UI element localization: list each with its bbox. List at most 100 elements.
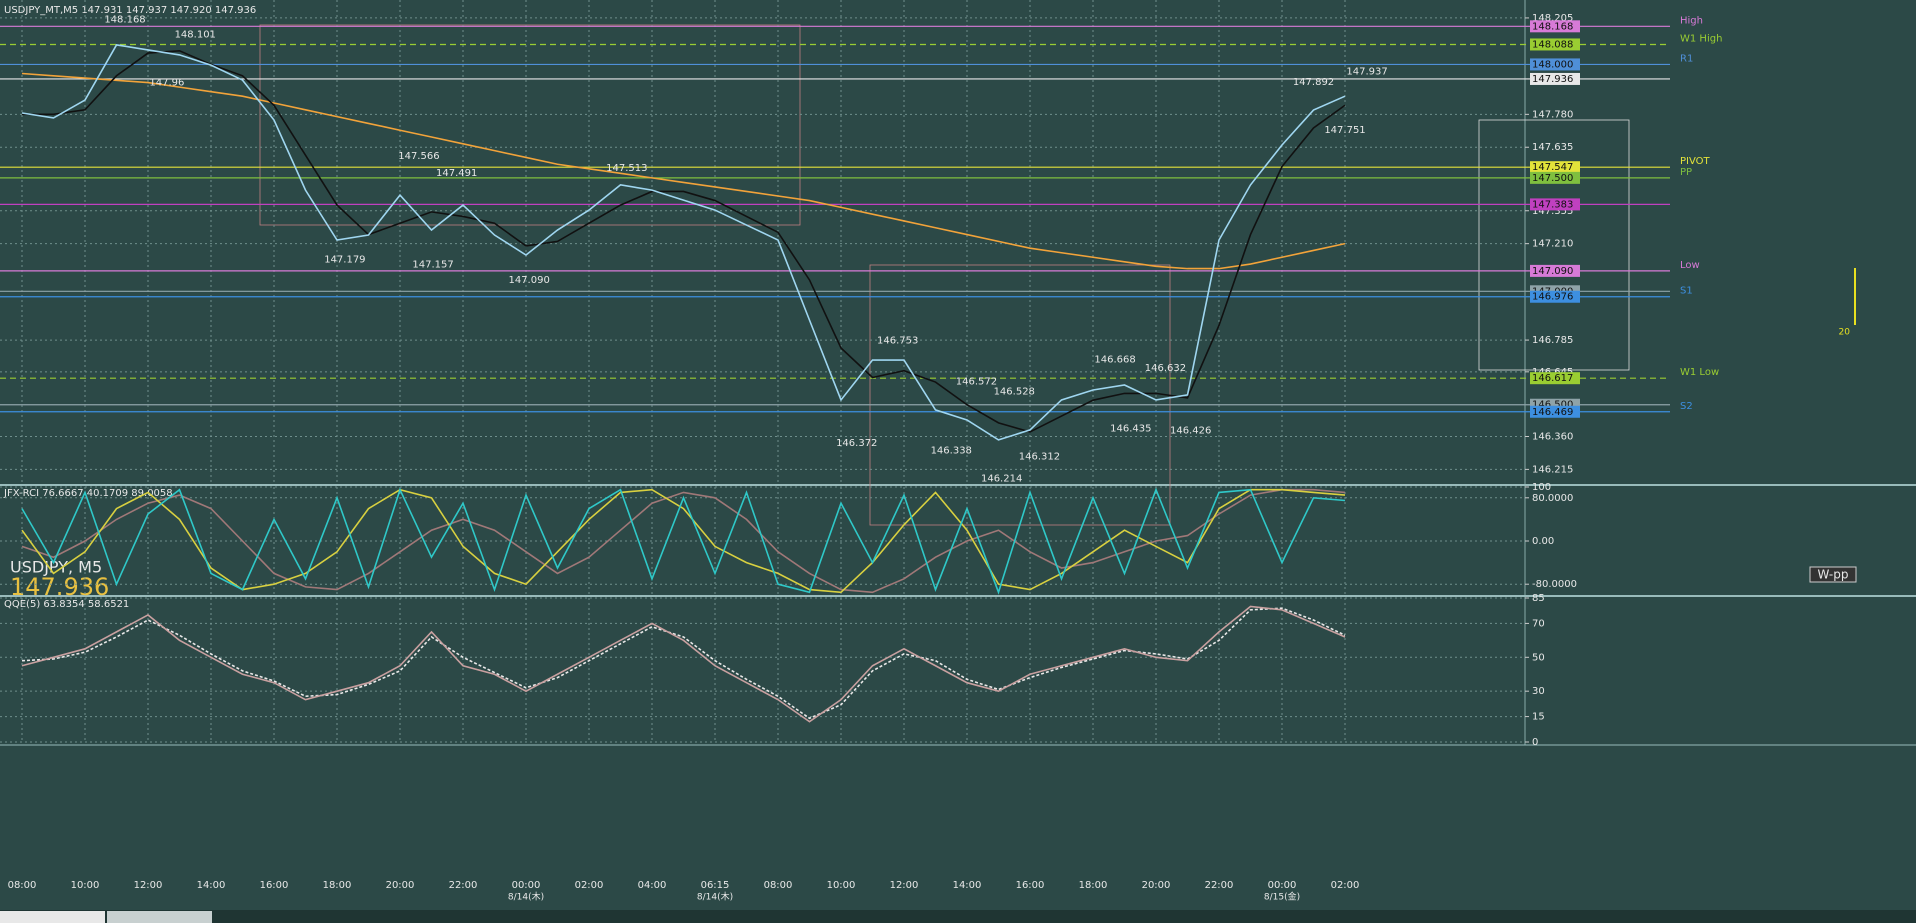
y-tick-label: -80.0000 bbox=[1532, 579, 1577, 590]
price-annotation: 147.937 bbox=[1346, 67, 1387, 78]
level-price-label: 148.168 bbox=[1532, 21, 1573, 32]
level-name: S2 bbox=[1680, 401, 1693, 412]
y-tick-label: 50 bbox=[1532, 652, 1545, 663]
price-annotation: 146.572 bbox=[956, 376, 997, 387]
x-tick-label: 00:00 bbox=[512, 880, 541, 891]
y-tick-label: 146.215 bbox=[1532, 464, 1573, 475]
tab[interactable] bbox=[0, 911, 105, 923]
tab[interactable] bbox=[107, 911, 212, 923]
indicator-title: JFX-RCI 76.6667 40.1709 89.0058 bbox=[3, 488, 173, 499]
x-tick-label: 08:00 bbox=[8, 880, 37, 891]
y-tick-label: 148.205 bbox=[1532, 13, 1573, 24]
price-annotation: 146.426 bbox=[1170, 426, 1211, 437]
level-name: Low bbox=[1680, 260, 1700, 271]
x-date-label: 8/14(木) bbox=[697, 891, 733, 903]
x-tick-label: 02:00 bbox=[575, 880, 604, 891]
x-tick-label: 00:00 bbox=[1268, 880, 1297, 891]
level-name: PP bbox=[1680, 167, 1692, 178]
x-tick-label: 14:00 bbox=[953, 880, 982, 891]
x-tick-label: 12:00 bbox=[890, 880, 919, 891]
x-tick-label: 16:00 bbox=[260, 880, 289, 891]
level-price-box bbox=[1530, 72, 1580, 85]
spread-label: 20 bbox=[1839, 328, 1851, 338]
symbol-label: USDJPY, M5 bbox=[10, 558, 102, 577]
y-tick-label: 146.785 bbox=[1532, 335, 1573, 346]
last-price: 147.936 bbox=[10, 573, 109, 601]
series-line bbox=[21, 44, 1346, 441]
price-annotation: 146.338 bbox=[931, 445, 972, 456]
range-box bbox=[259, 24, 801, 226]
status-bar bbox=[0, 910, 1916, 923]
level-price-box bbox=[1530, 58, 1580, 71]
price-annotation: 147.157 bbox=[412, 260, 453, 271]
level-name: S1 bbox=[1680, 286, 1693, 297]
series-line bbox=[21, 72, 1346, 270]
x-date-label: 8/15(金) bbox=[1264, 891, 1300, 903]
level-price-label: 146.500 bbox=[1532, 400, 1573, 411]
price-annotation: 146.632 bbox=[1145, 363, 1186, 374]
series-line bbox=[21, 488, 1346, 594]
x-tick-label: 18:00 bbox=[323, 880, 352, 891]
level-price-label: 147.936 bbox=[1532, 74, 1573, 85]
y-tick-label: 147.210 bbox=[1532, 239, 1573, 250]
y-tick-label: 0.00 bbox=[1532, 536, 1554, 547]
level-price-box bbox=[1530, 20, 1580, 33]
x-date-label: 8/14(木) bbox=[508, 891, 544, 903]
level-price-box bbox=[1530, 171, 1580, 184]
y-tick-label: 0 bbox=[1532, 737, 1538, 748]
level-price-box bbox=[1530, 264, 1580, 277]
price-annotation: 146.214 bbox=[981, 474, 1022, 485]
y-tick-label: 100 bbox=[1532, 482, 1551, 493]
y-tick-label: 146.360 bbox=[1532, 431, 1573, 442]
y-tick-label: 80.0000 bbox=[1532, 493, 1573, 504]
price-annotation: 147.751 bbox=[1324, 125, 1365, 136]
y-tick-label: 147.780 bbox=[1532, 109, 1573, 120]
indicator-title: QQE(5) 63.8354 58.6521 bbox=[4, 599, 129, 610]
level-price-label: 146.469 bbox=[1532, 407, 1573, 418]
y-tick-label: 70 bbox=[1532, 618, 1545, 629]
price-annotation: 146.668 bbox=[1094, 355, 1135, 366]
price-annotation: 147.96 bbox=[149, 78, 184, 89]
price-annotation: 148.101 bbox=[175, 30, 216, 41]
price-annotation: 147.513 bbox=[606, 163, 647, 174]
price-annotation: 147.566 bbox=[398, 151, 439, 162]
y-tick-label: 15 bbox=[1532, 712, 1545, 723]
x-tick-label: 10:00 bbox=[71, 880, 100, 891]
x-tick-label: 08:00 bbox=[764, 880, 793, 891]
level-price-label: 147.383 bbox=[1532, 199, 1573, 210]
x-tick-label: 14:00 bbox=[197, 880, 226, 891]
level-price-label: 146.976 bbox=[1532, 292, 1573, 303]
series-line bbox=[21, 605, 1346, 723]
level-price-box bbox=[1530, 290, 1580, 303]
series-line bbox=[21, 487, 1346, 595]
x-tick-label: 12:00 bbox=[134, 880, 163, 891]
price-annotation: 146.753 bbox=[877, 335, 918, 346]
price-annotation: 146.528 bbox=[994, 386, 1035, 397]
level-name: W1 Low bbox=[1680, 367, 1719, 378]
x-tick-label: 20:00 bbox=[1142, 880, 1171, 891]
x-tick-label: 02:00 bbox=[1331, 880, 1360, 891]
x-tick-label: 20:00 bbox=[386, 880, 415, 891]
x-tick-label: 18:00 bbox=[1079, 880, 1108, 891]
level-name: High bbox=[1680, 15, 1703, 26]
level-price-label: 146.617 bbox=[1532, 373, 1573, 384]
x-tick-label: 04:00 bbox=[638, 880, 667, 891]
button-label[interactable]: W-pp bbox=[1818, 568, 1849, 582]
x-tick-label: 16:00 bbox=[1016, 880, 1045, 891]
level-price-box bbox=[1530, 405, 1580, 418]
level-name: R1 bbox=[1680, 53, 1693, 64]
level-price-label: 147.547 bbox=[1532, 162, 1573, 173]
price-annotation: 148.168 bbox=[104, 14, 145, 25]
price-annotation: 146.435 bbox=[1110, 423, 1151, 434]
button[interactable] bbox=[1809, 566, 1857, 583]
x-tick-label: 22:00 bbox=[449, 880, 478, 891]
price-annotation: 146.372 bbox=[836, 438, 877, 449]
level-name: W1 High bbox=[1680, 33, 1722, 44]
y-tick-label: 147.355 bbox=[1532, 206, 1573, 217]
price-axis-area bbox=[1525, 0, 1916, 923]
range-box bbox=[1478, 119, 1630, 371]
series-line bbox=[21, 607, 1346, 720]
price-annotation: 146.312 bbox=[1019, 451, 1060, 462]
price-annotation: 147.090 bbox=[508, 275, 549, 286]
level-name: PIVOT bbox=[1680, 156, 1711, 167]
